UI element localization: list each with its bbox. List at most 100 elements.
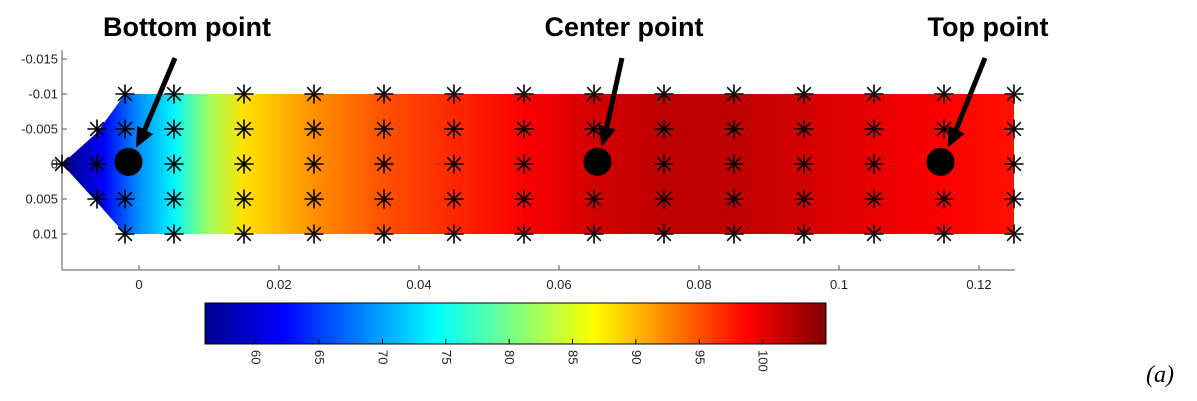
mesh-node	[234, 84, 254, 104]
colorbar-tick-label: 95	[692, 350, 707, 364]
colorbar-ticks: 60 65 70 75 80 85 90 95 100	[249, 339, 771, 372]
annotation-label: Bottom point	[103, 12, 271, 42]
mesh-node	[724, 189, 744, 209]
mesh-node	[1004, 154, 1024, 174]
mesh-node	[584, 224, 604, 244]
colorbar: 60 65 70 75 80 85 90 95 100	[204, 302, 827, 372]
annotation-arrowhead	[135, 125, 154, 148]
mesh-node	[444, 154, 464, 174]
colorbar-tick-label: 60	[249, 350, 264, 364]
mesh-node	[514, 84, 534, 104]
mesh-node	[304, 84, 324, 104]
colorbar-tick-label: 80	[502, 350, 517, 364]
annotation-arrow	[603, 57, 625, 134]
mesh-node	[115, 119, 135, 139]
y-tick-label: -0.01	[28, 87, 58, 102]
colorbar-tick-label: 100	[756, 350, 771, 372]
colorbar-gradient	[204, 302, 827, 345]
probe-point	[583, 147, 612, 176]
mesh-node	[794, 189, 814, 209]
mesh-node	[304, 119, 324, 139]
mesh-node	[374, 84, 394, 104]
y-tick-label: 0.005	[25, 192, 58, 207]
mesh-node	[444, 84, 464, 104]
x-tick-label: 0.02	[266, 277, 291, 292]
x-tick-label: 0.08	[686, 277, 711, 292]
mesh-node	[164, 119, 184, 139]
mesh-node	[724, 119, 744, 139]
mesh-node	[164, 224, 184, 244]
mesh-node	[1004, 224, 1024, 244]
annotation-label: Center point	[545, 12, 704, 42]
x-tick-label: 0.06	[546, 277, 571, 292]
mesh-node	[794, 119, 814, 139]
mesh-node	[87, 189, 107, 209]
mesh-node	[304, 224, 324, 244]
probe-point	[114, 147, 143, 176]
mesh-node	[115, 84, 135, 104]
colorbar-tick-label: 85	[566, 350, 581, 364]
mesh-node	[374, 154, 394, 174]
x-tick-label: 0.1	[830, 277, 848, 292]
mesh-node	[514, 189, 534, 209]
annotation-arrow	[140, 57, 178, 137]
mesh-points	[52, 84, 1024, 244]
mesh-node	[164, 189, 184, 209]
mesh-node	[164, 84, 184, 104]
annotation-arrowhead	[947, 125, 965, 148]
mesh-node	[654, 84, 674, 104]
mesh-node	[1004, 84, 1024, 104]
colorbar-tick-label: 65	[312, 350, 327, 364]
x-axis-ticks: 0 0.02 0.04 0.06 0.08 0.1 0.12	[135, 265, 992, 292]
mesh-node	[934, 189, 954, 209]
mesh-node	[864, 189, 884, 209]
mesh-node	[584, 189, 604, 209]
mesh-node	[115, 224, 135, 244]
mesh-node	[444, 224, 464, 244]
mesh-node	[1004, 119, 1024, 139]
mesh-node	[234, 189, 254, 209]
colorbar-tick-label: 75	[439, 350, 454, 364]
mesh-node	[794, 224, 814, 244]
x-tick-label: 0.04	[406, 277, 431, 292]
mesh-node	[444, 189, 464, 209]
mesh-node	[115, 189, 135, 209]
mesh-node	[374, 189, 394, 209]
annotation-arrowhead	[598, 124, 616, 147]
mesh-node	[374, 224, 394, 244]
mesh-node	[234, 224, 254, 244]
y-tick-label: -0.005	[21, 122, 58, 137]
mesh-node	[864, 84, 884, 104]
mesh-node	[794, 84, 814, 104]
mesh-node	[514, 224, 534, 244]
mesh-node	[444, 119, 464, 139]
mesh-node	[724, 84, 744, 104]
mesh-node	[794, 154, 814, 174]
mesh-node	[514, 119, 534, 139]
mesh-node	[164, 154, 184, 174]
annotation-label: Top point	[928, 12, 1049, 42]
mesh-node	[654, 224, 674, 244]
colorbar-tick-label: 70	[375, 350, 390, 364]
mesh-node	[234, 119, 254, 139]
mesh-node	[514, 154, 534, 174]
mesh-node	[1004, 189, 1024, 209]
mesh-node	[304, 189, 324, 209]
mesh-node	[864, 224, 884, 244]
mesh-node	[654, 119, 674, 139]
x-tick-label: 0	[135, 277, 142, 292]
mesh-node	[724, 154, 744, 174]
domain-shape	[62, 94, 1014, 234]
x-tick-label: 0.12	[966, 277, 991, 292]
panel-label: (a)	[1146, 362, 1174, 388]
annotations: Bottom point Center point Top point	[103, 12, 1048, 176]
temperature-field	[62, 94, 1014, 234]
y-tick-label: 0.01	[33, 227, 58, 242]
mesh-node	[234, 154, 254, 174]
mesh-node	[584, 84, 604, 104]
mesh-node	[304, 154, 324, 174]
mesh-node	[52, 154, 72, 174]
mesh-node	[864, 119, 884, 139]
